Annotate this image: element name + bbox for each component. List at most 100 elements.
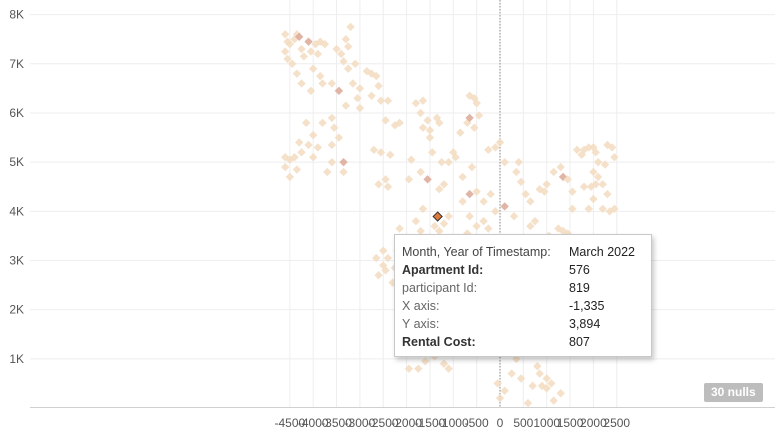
data-point[interactable] <box>304 140 313 150</box>
data-point[interactable] <box>495 138 505 147</box>
data-point[interactable] <box>316 37 325 46</box>
data-point[interactable] <box>383 96 393 105</box>
data-point[interactable] <box>318 79 327 88</box>
data-point[interactable] <box>351 59 360 69</box>
data-point[interactable] <box>430 221 439 231</box>
data-point[interactable] <box>463 118 472 128</box>
data-point[interactable] <box>439 180 449 189</box>
data-point[interactable] <box>309 64 318 73</box>
data-point[interactable] <box>428 148 437 157</box>
data-point[interactable] <box>344 42 353 51</box>
data-point[interactable] <box>491 207 500 216</box>
data-point[interactable] <box>318 118 327 128</box>
data-point[interactable] <box>381 116 390 125</box>
data-point[interactable] <box>526 221 535 231</box>
data-point[interactable] <box>283 54 292 64</box>
data-point[interactable] <box>603 189 612 199</box>
data-point[interactable] <box>297 148 306 157</box>
data-point[interactable] <box>542 384 551 393</box>
data-point[interactable] <box>607 143 617 152</box>
data-point[interactable] <box>556 389 565 398</box>
data-point[interactable] <box>589 167 598 177</box>
data-point[interactable] <box>285 172 295 182</box>
data-point[interactable] <box>404 364 414 373</box>
data-point[interactable] <box>535 369 544 378</box>
data-point[interactable] <box>465 212 474 221</box>
data-point[interactable] <box>304 37 313 46</box>
data-point[interactable] <box>280 30 290 39</box>
data-point[interactable] <box>367 91 376 100</box>
data-point[interactable] <box>383 182 393 191</box>
data-point[interactable] <box>435 118 444 128</box>
data-point[interactable] <box>472 187 481 196</box>
data-point[interactable] <box>514 157 523 167</box>
data-point[interactable] <box>437 157 446 167</box>
data-point[interactable] <box>521 189 530 199</box>
data-point[interactable] <box>523 398 533 408</box>
data-point[interactable] <box>516 177 526 187</box>
data-point[interactable] <box>418 204 428 214</box>
data-point[interactable] <box>547 379 556 388</box>
data-point[interactable] <box>549 167 558 177</box>
data-point[interactable] <box>327 157 337 167</box>
data-point[interactable] <box>610 204 619 214</box>
data-point[interactable] <box>577 150 586 159</box>
data-point[interactable] <box>558 172 568 182</box>
data-point[interactable] <box>299 52 309 61</box>
data-point[interactable] <box>376 148 386 157</box>
data-point[interactable] <box>379 261 388 270</box>
data-point[interactable] <box>425 125 435 135</box>
data-point[interactable] <box>355 103 365 113</box>
data-point[interactable] <box>472 221 481 231</box>
data-point[interactable] <box>444 364 453 373</box>
data-point[interactable] <box>512 167 521 177</box>
data-point[interactable] <box>444 212 453 221</box>
data-point[interactable] <box>348 79 358 88</box>
data-point[interactable] <box>495 393 505 403</box>
data-point[interactable] <box>435 226 444 236</box>
data-point[interactable] <box>579 182 589 191</box>
data-point[interactable] <box>528 381 537 391</box>
data-point[interactable] <box>451 153 460 162</box>
data-point[interactable] <box>339 157 348 167</box>
data-point[interactable] <box>463 229 472 238</box>
data-point[interactable] <box>416 226 425 236</box>
data-point[interactable] <box>374 180 383 189</box>
data-point[interactable] <box>563 175 572 184</box>
data-point[interactable] <box>327 113 337 123</box>
data-point[interactable] <box>292 69 302 78</box>
data-point[interactable] <box>411 98 421 108</box>
data-point[interactable] <box>591 148 600 157</box>
data-point[interactable] <box>589 194 598 204</box>
data-point[interactable] <box>411 216 421 226</box>
data-point[interactable] <box>500 157 509 167</box>
data-point[interactable] <box>407 155 416 164</box>
data-point[interactable] <box>369 145 379 155</box>
data-point[interactable] <box>372 71 381 81</box>
data-point[interactable] <box>509 212 519 221</box>
data-point[interactable] <box>376 96 386 105</box>
data-point[interactable] <box>500 386 509 395</box>
data-point[interactable] <box>374 81 383 91</box>
data-point[interactable] <box>491 143 500 152</box>
data-point[interactable] <box>593 157 603 167</box>
data-point[interactable] <box>535 184 544 194</box>
data-point[interactable] <box>306 86 316 96</box>
data-point[interactable] <box>563 229 572 238</box>
data-point[interactable] <box>439 359 449 368</box>
data-point[interactable] <box>294 138 304 147</box>
data-point[interactable] <box>456 128 465 137</box>
data-point[interactable] <box>465 189 474 199</box>
data-point[interactable] <box>353 94 362 103</box>
data-point[interactable] <box>280 153 290 162</box>
data-point[interactable] <box>467 162 477 172</box>
data-point[interactable] <box>418 96 428 105</box>
data-point[interactable] <box>313 49 323 59</box>
data-point[interactable] <box>549 396 558 405</box>
data-point[interactable] <box>584 204 593 214</box>
data-point[interactable] <box>542 180 551 189</box>
data-point[interactable] <box>316 71 325 81</box>
data-point[interactable] <box>479 216 488 226</box>
data-point[interactable] <box>421 357 430 366</box>
data-point[interactable] <box>568 204 577 214</box>
